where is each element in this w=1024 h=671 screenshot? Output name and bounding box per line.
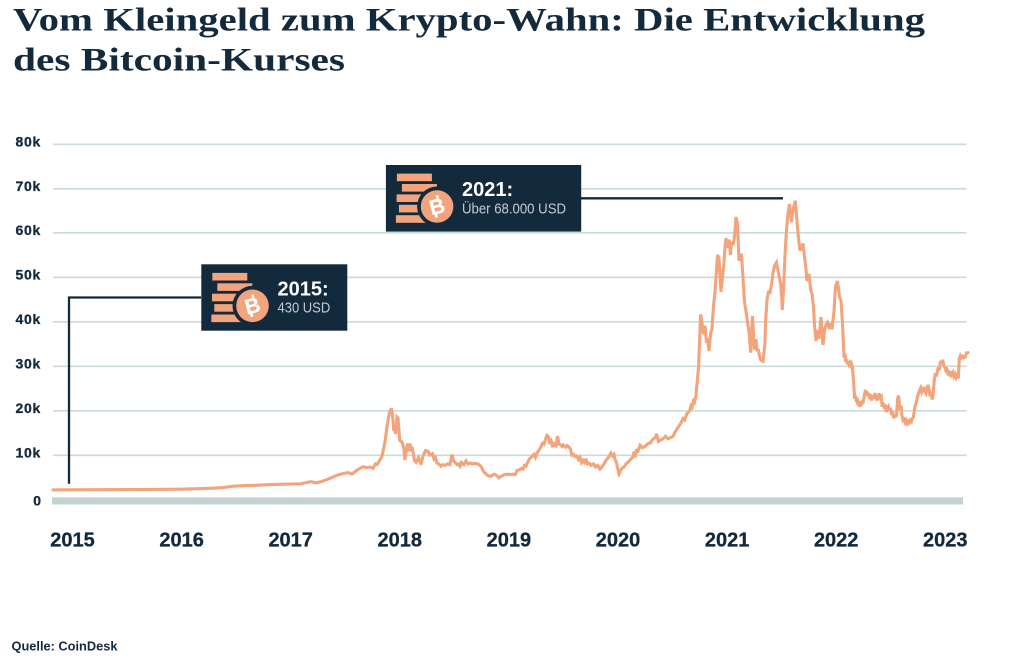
svg-text:80k: 80k	[16, 134, 41, 150]
svg-text:2023: 2023	[923, 530, 968, 552]
svg-text:430 USD: 430 USD	[278, 300, 331, 317]
svg-text:10k: 10k	[16, 445, 41, 461]
svg-text:B: B	[243, 293, 263, 319]
svg-text:60k: 60k	[16, 222, 41, 238]
svg-text:40k: 40k	[16, 311, 41, 327]
svg-text:30k: 30k	[16, 356, 41, 372]
svg-text:2022: 2022	[814, 530, 859, 552]
svg-text:B: B	[427, 194, 447, 220]
svg-text:20k: 20k	[16, 400, 41, 416]
svg-text:2020: 2020	[596, 530, 641, 552]
svg-text:2017: 2017	[268, 530, 313, 552]
svg-text:2016: 2016	[159, 530, 204, 552]
svg-text:Über 68.000 USD: Über 68.000 USD	[462, 200, 566, 218]
svg-text:2015: 2015	[50, 530, 95, 552]
svg-text:2021:: 2021:	[462, 179, 513, 201]
svg-text:70k: 70k	[16, 178, 41, 194]
svg-text:des Bitcoin-Kurses: des Bitcoin-Kurses	[13, 43, 345, 79]
svg-text:2019: 2019	[487, 530, 532, 552]
svg-text:2018: 2018	[378, 530, 423, 552]
svg-text:Vom Kleingeld zum Krypto-Wahn:: Vom Kleingeld zum Krypto-Wahn: Die Entwi…	[13, 3, 926, 39]
svg-text:Quelle: CoinDesk: Quelle: CoinDesk	[12, 639, 119, 654]
svg-text:2021: 2021	[705, 530, 750, 552]
svg-text:2015:: 2015:	[278, 278, 329, 300]
svg-text:0: 0	[33, 492, 41, 508]
svg-text:50k: 50k	[16, 267, 41, 283]
